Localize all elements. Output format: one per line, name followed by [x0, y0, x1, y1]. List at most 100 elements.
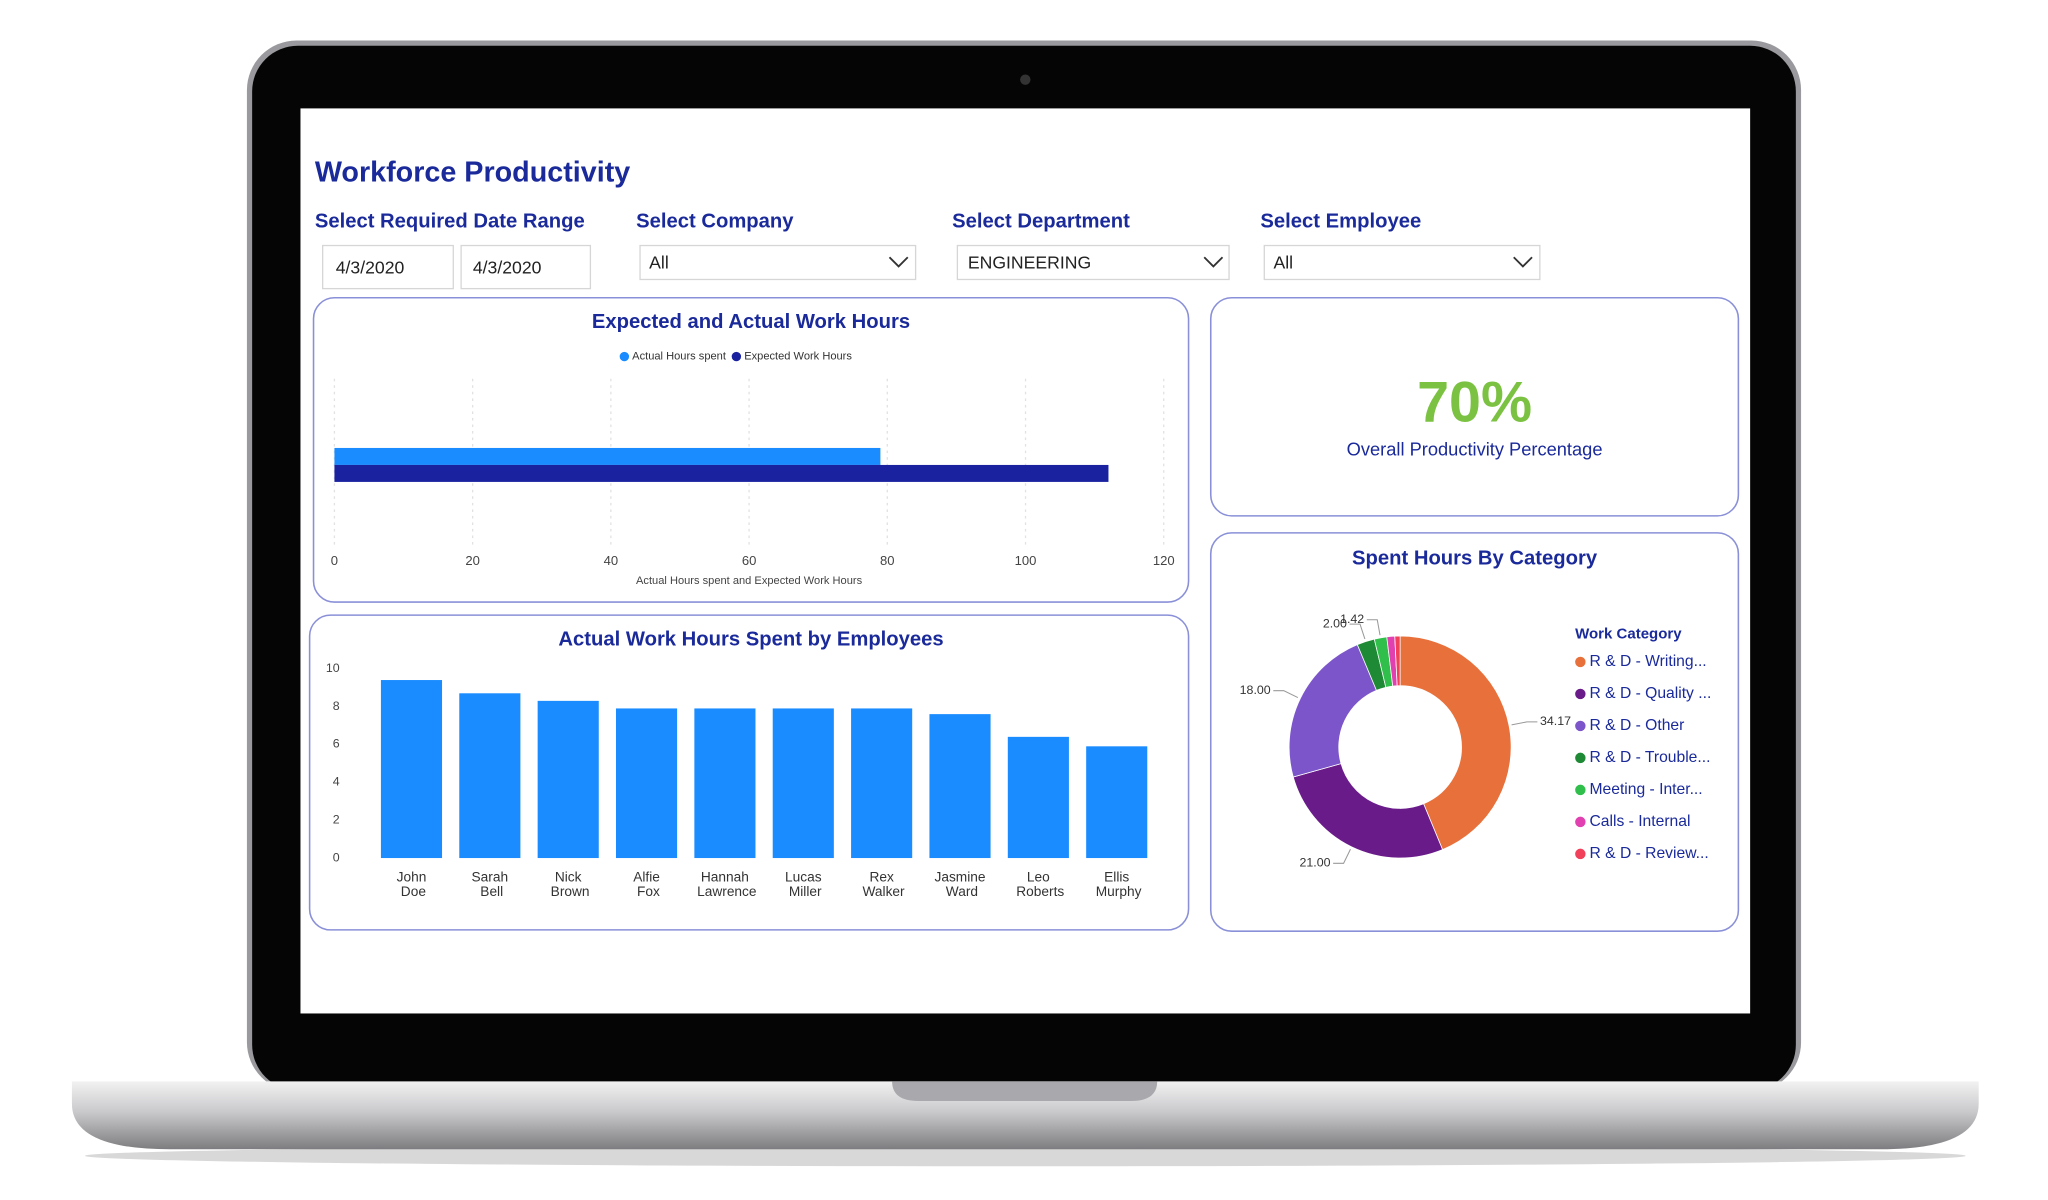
- filter-label: Select Employee: [1260, 210, 1421, 232]
- x-tick-label: Lucas Miller: [785, 869, 822, 898]
- legend-marker: [1575, 752, 1586, 764]
- x-tick-label: Leo Roberts: [1012, 869, 1064, 898]
- data-label: 34.17: [1540, 714, 1571, 728]
- legend-marker: [1575, 784, 1586, 796]
- legend-marker: [1575, 720, 1586, 732]
- donut-slice: [1394, 635, 1401, 687]
- y-tick-label: 6: [333, 737, 340, 751]
- bar: [616, 708, 678, 859]
- chart-title: Actual Work Hours Spent by Employees: [558, 628, 943, 650]
- dropdown-value[interactable]: All: [1273, 252, 1293, 272]
- date-value[interactable]: 4/3/2020: [473, 258, 542, 278]
- bar: [1086, 746, 1148, 859]
- chevron[interactable]: [1513, 256, 1533, 268]
- dropdown[interactable]: [639, 244, 917, 281]
- x-tick-label: Hannah Lawrence: [693, 869, 757, 898]
- leader-line: [1333, 848, 1351, 864]
- x-tick-label: Sarah Bell: [472, 869, 509, 898]
- date-input[interactable]: [460, 244, 592, 290]
- donut-slice: [1288, 644, 1377, 778]
- data-label: 18.00: [1240, 683, 1271, 697]
- dropdown-value[interactable]: All: [649, 252, 669, 272]
- legend-label: R & D - Trouble...: [1590, 749, 1711, 766]
- leader-line: [1366, 619, 1381, 636]
- legend-marker: [731, 351, 742, 362]
- data-label: 1.42: [1340, 612, 1364, 626]
- bar: [334, 464, 1109, 482]
- kpi-label: Overall Productivity Percentage: [1347, 438, 1603, 459]
- x-tick-label: 80: [880, 553, 895, 568]
- shadow: [84, 1145, 1966, 1167]
- x-tick-label: Alfie Fox: [633, 869, 660, 898]
- x-tick-label: 20: [465, 553, 480, 568]
- legend-marker: [1575, 688, 1586, 700]
- dashboard-title: Workforce Productivity: [315, 156, 630, 188]
- legend-label: R & D - Quality ...: [1590, 685, 1712, 702]
- dropdown-value[interactable]: ENGINEERING: [968, 252, 1091, 272]
- x-tick-label: John Doe: [397, 869, 427, 898]
- dropdown[interactable]: [1263, 244, 1541, 281]
- legend-label: Calls - Internal: [1590, 813, 1691, 830]
- x-tick-label: 0: [331, 553, 338, 568]
- y-tick-label: 4: [333, 775, 340, 789]
- legend-label: R & D - Other: [1590, 717, 1685, 734]
- legend-marker: [1575, 848, 1586, 860]
- leader-line: [1349, 623, 1366, 640]
- legend-label: Expected Work Hours: [744, 350, 852, 362]
- data-label: 21.00: [1300, 856, 1331, 870]
- bar: [851, 708, 913, 859]
- x-tick-label: Nick Brown: [547, 869, 590, 898]
- legend-label: Actual Hours spent: [632, 350, 726, 362]
- y-tick-label: 2: [333, 812, 340, 826]
- bar: [929, 714, 991, 859]
- x-tick-label: Ellis Murphy: [1092, 869, 1142, 898]
- legend-marker: [1575, 656, 1586, 668]
- y-tick-label: 8: [333, 699, 340, 713]
- date-value[interactable]: 4/3/2020: [336, 258, 405, 278]
- leader-line: [1273, 690, 1299, 699]
- chart-title: Spent Hours By Category: [1352, 547, 1598, 569]
- x-tick-label: 60: [742, 553, 757, 568]
- bar: [772, 708, 834, 859]
- x-tick-label: 120: [1153, 553, 1175, 568]
- filter-label: Select Department: [952, 210, 1130, 232]
- bar: [537, 700, 599, 859]
- donut-slice: [1292, 763, 1444, 859]
- dropdown[interactable]: [956, 244, 1230, 281]
- bar: [459, 693, 521, 859]
- chevron[interactable]: [1203, 256, 1224, 268]
- bar: [1007, 736, 1069, 859]
- camera: [1020, 74, 1031, 85]
- legend-label: Meeting - Inter...: [1590, 781, 1703, 798]
- laptop-base: [71, 1081, 1979, 1150]
- kpi-value: 70%: [1417, 370, 1532, 434]
- data-label: 2.00: [1323, 616, 1347, 630]
- legend-title: Work Category: [1575, 626, 1682, 643]
- legend-label: R & D - Writing...: [1590, 653, 1707, 670]
- x-tick-label: 40: [604, 553, 619, 568]
- x-tick-label: Jasmine Ward: [934, 869, 985, 898]
- screen: Workforce Productivity Select Required D…: [300, 108, 1751, 1014]
- y-tick-label: 10: [326, 661, 340, 675]
- chart-title: Expected and Actual Work Hours: [592, 311, 910, 333]
- bar: [380, 680, 443, 859]
- bar: [694, 708, 756, 859]
- date-input[interactable]: [322, 244, 454, 290]
- leader-line: [1511, 721, 1538, 726]
- x-tick-label: 100: [1015, 553, 1037, 568]
- bar: [334, 447, 881, 465]
- legend-marker: [1575, 816, 1586, 828]
- donut-slice: [1399, 635, 1512, 851]
- legend-marker: [619, 351, 630, 362]
- chevron[interactable]: [888, 256, 909, 268]
- filter-label: Select Company: [636, 210, 794, 232]
- filter-label: Select Required Date Range: [315, 210, 585, 232]
- y-tick-label: 0: [333, 850, 340, 864]
- notch: [892, 1081, 1158, 1101]
- x-axis-label: Actual Hours spent and Expected Work Hou…: [636, 575, 863, 587]
- panel: [1209, 296, 1740, 517]
- legend-label: R & D - Review...: [1590, 845, 1709, 862]
- x-tick-label: Rex Walker: [859, 869, 905, 898]
